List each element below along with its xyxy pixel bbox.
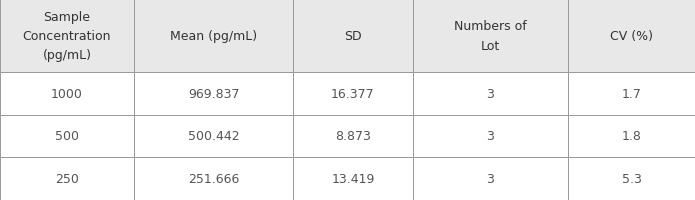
Bar xyxy=(413,73,569,115)
Bar xyxy=(134,158,293,200)
Text: 3: 3 xyxy=(486,87,494,100)
Bar xyxy=(413,115,569,158)
Bar xyxy=(293,115,413,158)
Text: 5.3: 5.3 xyxy=(622,172,641,185)
Bar xyxy=(413,0,569,73)
Text: Sample
Concentration
(pg/mL): Sample Concentration (pg/mL) xyxy=(23,11,111,62)
Text: 500: 500 xyxy=(55,130,79,143)
Bar xyxy=(293,73,413,115)
Text: 500.442: 500.442 xyxy=(188,130,239,143)
Text: 13.419: 13.419 xyxy=(332,172,375,185)
Bar xyxy=(0,158,134,200)
Text: 969.837: 969.837 xyxy=(188,87,239,100)
Text: 16.377: 16.377 xyxy=(331,87,375,100)
Bar xyxy=(293,158,413,200)
Bar xyxy=(0,73,134,115)
Text: 1.7: 1.7 xyxy=(622,87,641,100)
Text: 8.873: 8.873 xyxy=(335,130,371,143)
Bar xyxy=(134,0,293,73)
Text: SD: SD xyxy=(344,30,361,43)
Text: CV (%): CV (%) xyxy=(610,30,653,43)
Bar xyxy=(569,73,695,115)
Bar xyxy=(569,115,695,158)
Bar xyxy=(569,158,695,200)
Text: 3: 3 xyxy=(486,130,494,143)
Text: 3: 3 xyxy=(486,172,494,185)
Bar xyxy=(134,115,293,158)
Text: Numbers of
Lot: Numbers of Lot xyxy=(454,20,527,52)
Bar xyxy=(569,0,695,73)
Bar xyxy=(0,115,134,158)
Text: 1000: 1000 xyxy=(51,87,83,100)
Text: 1.8: 1.8 xyxy=(622,130,641,143)
Bar xyxy=(293,0,413,73)
Text: Mean (pg/mL): Mean (pg/mL) xyxy=(170,30,257,43)
Bar xyxy=(134,73,293,115)
Text: 250: 250 xyxy=(55,172,79,185)
Text: 251.666: 251.666 xyxy=(188,172,239,185)
Bar xyxy=(0,0,134,73)
Bar xyxy=(413,158,569,200)
